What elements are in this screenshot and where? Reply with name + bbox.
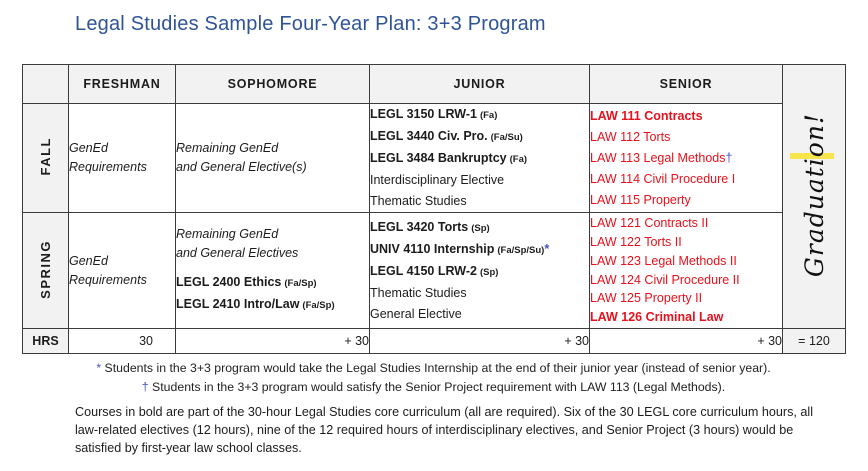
course-line: Interdisciplinary Elective	[370, 173, 505, 187]
gened-text: GenEd	[69, 253, 108, 268]
col-header-sophomore: SOPHOMORE	[175, 64, 370, 104]
course-line: LAW 125 Property II	[590, 291, 703, 306]
corner-cell	[22, 64, 69, 104]
course-line: LEGL 2410 Intro/Law (Fa/Sp)	[176, 297, 335, 311]
page-title: Legal Studies Sample Four-Year Plan: 3+3…	[75, 13, 546, 35]
course-line: LAW 123 Legal Methods II	[590, 253, 737, 268]
course-line: LAW 126 Criminal Law	[590, 310, 724, 325]
hrs-senior: + 30	[589, 328, 783, 354]
course-line: LAW 122 Torts II	[590, 234, 682, 249]
row-label-spring: SPRING	[22, 212, 69, 329]
cell-senior-fall: LAW 111 Contracts LAW 112 Torts LAW 113 …	[589, 103, 783, 213]
gened-text: GenEd	[69, 141, 108, 155]
course-line: LEGL 3484 Bankruptcy (Fa)	[370, 151, 528, 165]
elective-text: Remaining GenEd	[176, 227, 279, 241]
course-line: LEGL 3150 LRW-1 (Fa)	[370, 107, 498, 121]
course-line: LAW 124 Civil Procedure II	[590, 272, 740, 287]
cell-freshman-fall: GenEd Requirements	[68, 103, 176, 213]
fall-row: FALL GenEd Requirements Remaining GenEd …	[22, 103, 846, 213]
cell-sophomore-spring: Remaining GenEd and General Electives LE…	[175, 212, 370, 329]
hrs-row: HRS 30 + 30 + 30 + 30 = 120	[22, 328, 846, 354]
cell-senior-spring: LAW 121 Contracts II LAW 122 Torts II LA…	[589, 212, 783, 329]
header-row: FRESHMAN SOPHOMORE JUNIOR SENIOR Graduat…	[22, 64, 846, 329]
cell-junior-spring: LEGL 3420 Torts (Sp) UNIV 4110 Internship…	[369, 212, 590, 329]
col-header-freshman: FRESHMAN	[68, 64, 176, 104]
elective-text: Remaining GenEd	[176, 141, 279, 155]
row-label-fall: FALL	[22, 103, 69, 213]
footnote-internship: * Students in the 3+3 program would take…	[96, 361, 771, 375]
asterisk-symbol: *	[96, 361, 102, 375]
course-line: LEGL 3440 Civ. Pro. (Fa/Su)	[370, 129, 523, 143]
elective-text: and General Electives	[176, 246, 299, 260]
course-line: UNIV 4110 Internship (Fa/Sp/Su)*	[370, 241, 550, 256]
dagger-symbol: †	[725, 150, 733, 165]
course-line: Thematic Studies	[370, 194, 467, 208]
hrs-junior: + 30	[369, 328, 590, 354]
graduation-cell: Graduation!	[782, 64, 846, 329]
curriculum-note: Courses in bold are part of the 30-hour …	[75, 405, 814, 455]
asterisk-symbol: *	[544, 241, 550, 256]
gened-text: Requirements	[69, 272, 147, 287]
course-line: LEGL 3420 Torts (Sp)	[370, 219, 490, 234]
course-line: LAW 115 Property	[590, 192, 691, 207]
course-line: LAW 121 Contracts II	[590, 216, 709, 231]
plan-table: FRESHMAN SOPHOMORE JUNIOR SENIOR Graduat…	[22, 64, 846, 354]
course-line: Thematic Studies	[370, 285, 467, 300]
hrs-freshman: 30	[68, 328, 176, 354]
course-line: LAW 111 Contracts	[590, 108, 703, 123]
highlight-mark	[790, 153, 834, 159]
course-line: LAW 112 Torts	[590, 129, 671, 144]
course-line: General Elective	[370, 306, 462, 321]
col-header-senior: SENIOR	[589, 64, 783, 104]
course-line: LAW 114 Civil Procedure I	[590, 171, 736, 186]
cell-freshman-spring: GenEd Requirements	[68, 212, 176, 329]
course-line: LEGL 4150 LRW-2 (Sp)	[370, 263, 499, 278]
graduation-label: Graduation!	[799, 112, 829, 278]
cell-junior-fall: LEGL 3150 LRW-1 (Fa) LEGL 3440 Civ. Pro.(…	[369, 103, 590, 213]
footnote-senior-project: † Students in the 3+3 program would sati…	[141, 380, 726, 395]
spring-row: SPRING GenEd Requirements Remaining GenE…	[22, 212, 846, 329]
spacer	[176, 263, 369, 272]
col-header-junior: JUNIOR	[369, 64, 590, 104]
hrs-sophomore: + 30	[175, 328, 370, 354]
footnotes: * Students in the 3+3 program would take…	[22, 359, 845, 397]
dagger-symbol: †	[141, 380, 149, 395]
hrs-total: = 120	[782, 328, 846, 354]
row-label-hrs: HRS	[22, 328, 69, 354]
gened-text: Requirements	[69, 160, 147, 174]
course-line: LEGL 2400 Ethics (Fa/Sp)	[176, 275, 317, 289]
cell-sophomore-fall: Remaining GenEd and General Elective(s)	[175, 103, 370, 213]
course-line: LAW 113 Legal Methods†	[590, 150, 733, 165]
elective-text: and General Elective(s)	[176, 160, 307, 174]
